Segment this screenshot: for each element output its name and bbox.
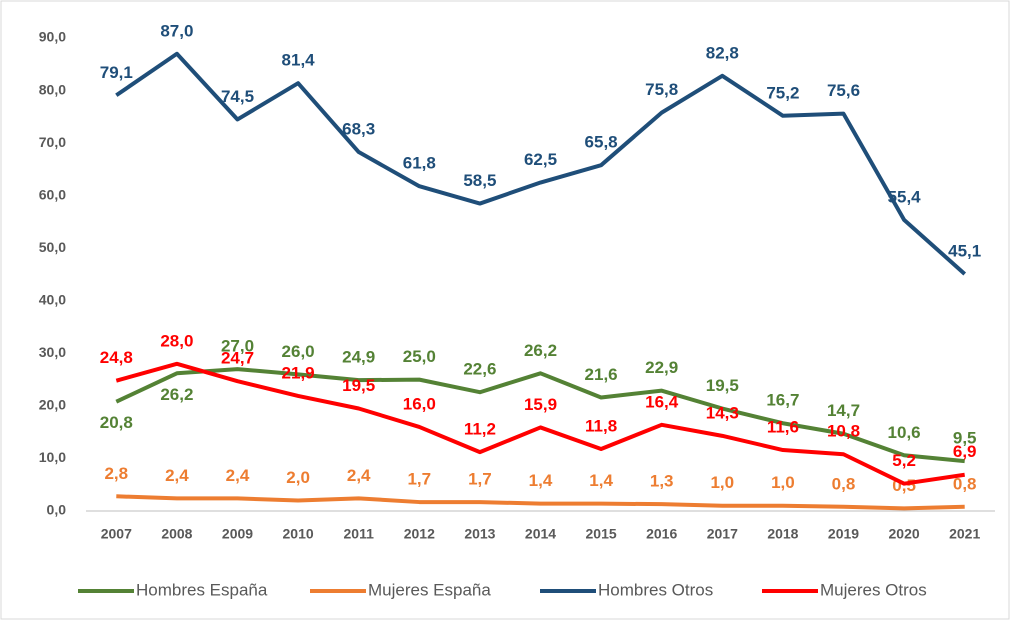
x-tick-label: 2017 xyxy=(707,526,738,542)
data-label: 2,8 xyxy=(104,464,128,483)
y-tick-label: 50,0 xyxy=(39,239,66,255)
line xyxy=(115,51,967,276)
data-label: 2,4 xyxy=(226,466,250,485)
data-label: 11,8 xyxy=(585,416,617,435)
legend-label: Hombres España xyxy=(136,580,268,599)
x-tick-label: 2016 xyxy=(646,526,677,542)
data-label: 22,9 xyxy=(645,358,678,377)
y-tick-label: 60,0 xyxy=(39,186,66,202)
data-label: 2,4 xyxy=(165,466,189,485)
data-label: 5,2 xyxy=(892,451,916,470)
data-label: 20,8 xyxy=(100,413,133,432)
y-tick-label: 10,0 xyxy=(39,449,66,465)
data-label: 1,3 xyxy=(650,472,674,491)
y-tick-label: 40,0 xyxy=(39,291,66,307)
y-tick-label: 70,0 xyxy=(39,134,66,150)
data-label: 26,2 xyxy=(160,385,193,404)
data-label: 16,0 xyxy=(403,394,436,413)
data-label: 0,8 xyxy=(832,474,856,493)
data-label: 79,1 xyxy=(100,63,133,82)
data-label: 75,8 xyxy=(645,80,678,99)
data-label: 87,0 xyxy=(160,21,193,40)
data-label: 62,5 xyxy=(524,150,557,169)
x-tick-label: 2013 xyxy=(464,526,495,542)
data-label: 9,5 xyxy=(953,429,977,448)
data-label: 26,0 xyxy=(282,342,315,361)
x-tick-label: 2011 xyxy=(344,526,375,542)
data-label: 16,7 xyxy=(766,391,799,410)
y-tick-label: 80,0 xyxy=(39,81,66,97)
data-label: 45,1 xyxy=(948,241,981,260)
legend-label: Mujeres Otros xyxy=(820,580,927,599)
x-tick-label: 2020 xyxy=(889,526,920,542)
data-label: 1,7 xyxy=(468,470,492,489)
data-label: 21,9 xyxy=(282,363,315,382)
data-label: 28,0 xyxy=(160,331,193,350)
data-label: 81,4 xyxy=(282,51,316,70)
line xyxy=(115,361,965,486)
line xyxy=(115,367,965,464)
data-label: 10,8 xyxy=(827,422,860,441)
x-tick-label: 2015 xyxy=(586,526,617,542)
y-tick-label: 20,0 xyxy=(39,397,66,413)
data-label: 61,8 xyxy=(403,154,436,173)
data-label: 68,3 xyxy=(342,120,375,139)
data-label: 24,9 xyxy=(342,348,375,367)
x-tick-label: 2009 xyxy=(222,526,253,542)
x-tick-label: 2008 xyxy=(161,526,192,542)
data-label: 10,6 xyxy=(888,423,921,442)
legend-label: Mujeres España xyxy=(368,580,491,599)
data-label: 55,4 xyxy=(888,187,922,206)
x-tick-label: 2019 xyxy=(828,526,859,542)
data-label: 14,7 xyxy=(827,401,860,420)
data-label: 0,8 xyxy=(953,474,977,493)
x-tick-label: 2012 xyxy=(404,526,435,542)
data-label: 1,7 xyxy=(407,470,431,489)
data-label: 21,6 xyxy=(585,365,618,384)
data-label: 11,2 xyxy=(464,420,496,439)
data-label: 1,0 xyxy=(710,473,734,492)
data-label: 26,2 xyxy=(524,341,557,360)
data-label: 74,5 xyxy=(221,87,254,106)
data-label: 14,3 xyxy=(706,403,739,422)
data-label: 27,0 xyxy=(221,337,254,356)
line xyxy=(116,494,965,511)
data-label: 65,8 xyxy=(585,133,618,152)
legend-label: Hombres Otros xyxy=(598,580,713,599)
data-label: 22,6 xyxy=(463,360,496,379)
y-tick-label: 0,0 xyxy=(47,502,67,518)
data-label: 75,2 xyxy=(766,83,799,102)
data-label: 24,7 xyxy=(221,349,254,368)
y-tick-label: 90,0 xyxy=(39,29,66,45)
data-label: 15,9 xyxy=(524,395,557,414)
data-label: 58,5 xyxy=(463,171,496,190)
y-tick-label: 30,0 xyxy=(39,344,66,360)
data-label: 6,9 xyxy=(953,442,977,461)
data-label: 82,8 xyxy=(706,43,739,62)
x-tick-label: 2014 xyxy=(525,526,556,542)
data-label: 2,0 xyxy=(286,468,310,487)
data-label: 1,4 xyxy=(529,471,553,490)
data-label: 19,5 xyxy=(342,376,375,395)
x-tick-label: 2018 xyxy=(767,526,798,542)
data-label: 19,5 xyxy=(706,376,739,395)
data-label: 24,8 xyxy=(100,348,133,367)
data-label: 11,6 xyxy=(767,418,799,437)
data-label: 16,4 xyxy=(645,392,679,411)
data-label: 1,4 xyxy=(589,471,613,490)
data-label: 25,0 xyxy=(403,347,436,366)
x-tick-label: 2010 xyxy=(283,526,314,542)
x-tick-label: 2007 xyxy=(101,526,132,542)
data-label: 75,6 xyxy=(827,81,860,100)
x-tick-label: 2021 xyxy=(949,526,980,542)
data-label: 1,0 xyxy=(771,473,795,492)
data-label: 2,4 xyxy=(347,466,371,485)
